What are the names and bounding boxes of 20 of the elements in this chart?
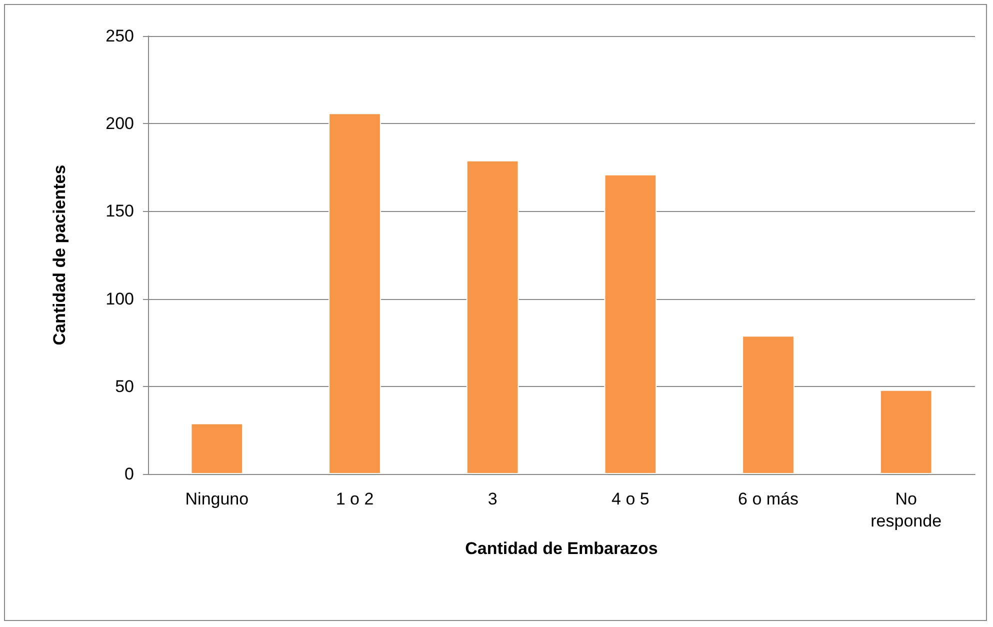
y-axis-title: Cantidad de pacientes (50, 164, 69, 346)
bar (466, 160, 519, 474)
bar (604, 174, 657, 474)
bar (880, 390, 932, 474)
y-tick-label: 200 (106, 114, 134, 134)
x-axis-title: Cantidad de Embarazos (465, 539, 658, 558)
y-tick-label: 50 (115, 376, 134, 396)
bar (190, 423, 244, 474)
y-tick-label: 0 (124, 464, 134, 484)
bar (328, 113, 381, 474)
x-tick-label: 3 (488, 490, 498, 508)
y-tick-label: 250 (106, 26, 134, 46)
x-tick-label: 1 o 2 (336, 490, 374, 508)
bar (742, 336, 794, 474)
x-tick-label: No responde (870, 490, 942, 530)
y-tick-label: 150 (106, 202, 134, 221)
x-tick-label: Ninguno (185, 490, 249, 508)
y-tick-label: 100 (106, 289, 134, 308)
x-tick-label: 6 o más (738, 490, 798, 508)
x-tick-label: 4 o 5 (612, 490, 650, 508)
